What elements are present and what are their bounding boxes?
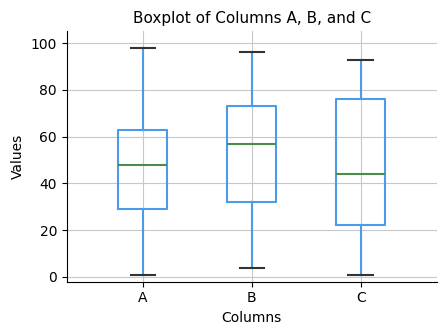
Y-axis label: Values: Values [11, 134, 25, 179]
X-axis label: Columns: Columns [222, 311, 282, 325]
Title: Boxplot of Columns A, B, and C: Boxplot of Columns A, B, and C [133, 11, 371, 26]
